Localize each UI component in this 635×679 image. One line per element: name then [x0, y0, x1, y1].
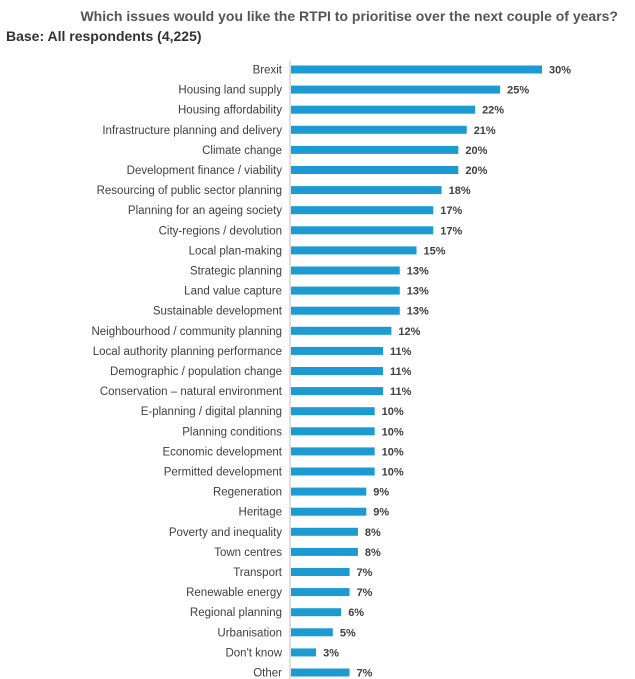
- bar: [291, 85, 501, 94]
- value-label: 13%: [407, 266, 429, 278]
- value-label: 18%: [449, 185, 471, 197]
- bar: [291, 166, 459, 174]
- value-label: 22%: [482, 105, 504, 117]
- bar: [291, 568, 350, 576]
- chart-title: Which issues would you like the RTPI to …: [80, 8, 618, 24]
- category-label: Conservation – natural environment: [100, 386, 283, 398]
- bar: [291, 527, 358, 536]
- plot-area: Brexit 30% Housing land supply 25% Housing a…: [91, 60, 571, 679]
- category-label: Climate change: [202, 145, 282, 157]
- value-label: 17%: [440, 225, 462, 237]
- bar: [291, 286, 400, 295]
- bar: [291, 447, 375, 456]
- category-label: Regional planning: [190, 607, 282, 619]
- bar: [291, 367, 384, 375]
- value-label: 30%: [549, 65, 571, 77]
- category-label: Local authority planning performance: [93, 346, 282, 358]
- bar: [291, 387, 384, 396]
- bar: [291, 226, 434, 235]
- category-label: Transport: [233, 567, 283, 579]
- value-label: 20%: [465, 145, 487, 157]
- value-label: 7%: [357, 668, 373, 679]
- category-label: Poverty and inequality: [169, 527, 282, 539]
- value-label: 7%: [357, 567, 373, 579]
- bar: [291, 668, 350, 677]
- category-label: Urbanisation: [217, 627, 282, 639]
- category-label: Local plan-making: [189, 245, 282, 257]
- value-label: 11%: [390, 366, 412, 378]
- chart-subtitle: Base: All respondents (4,225): [6, 28, 202, 44]
- bar: [291, 487, 367, 496]
- category-label: Heritage: [239, 507, 282, 519]
- category-label: Resourcing of public sector planning: [97, 185, 282, 197]
- value-label: 6%: [348, 607, 364, 619]
- category-label: Neighbourhood / community planning: [91, 326, 282, 338]
- bar: [291, 507, 367, 516]
- value-label: 25%: [507, 85, 529, 97]
- category-label: E-planning / digital planning: [141, 406, 282, 418]
- value-label: 21%: [474, 125, 496, 137]
- category-label: Development finance / viability: [127, 165, 283, 177]
- category-label: Brexit: [253, 65, 283, 77]
- category-label: Infrastructure planning and delivery: [102, 125, 282, 137]
- value-label: 10%: [382, 446, 404, 458]
- bar: [291, 628, 333, 637]
- category-label: Planning conditions: [182, 426, 282, 438]
- category-label: Economic development: [162, 446, 282, 458]
- value-label: 15%: [424, 245, 446, 257]
- category-label: Sustainable development: [153, 306, 283, 318]
- value-label: 9%: [373, 507, 389, 519]
- bar: [291, 608, 342, 617]
- value-label: 8%: [365, 527, 381, 539]
- value-label: 10%: [382, 467, 404, 479]
- bar: [291, 467, 375, 476]
- bar: [291, 407, 375, 416]
- bar: [291, 306, 400, 315]
- bar: [291, 65, 542, 74]
- value-label: 13%: [407, 306, 429, 318]
- bar: [291, 186, 442, 195]
- category-label: Regeneration: [213, 487, 282, 499]
- category-label: Housing affordability: [178, 105, 282, 117]
- category-label: Permitted development: [164, 467, 283, 479]
- bar: [291, 105, 476, 114]
- category-label: Don't know: [225, 647, 282, 659]
- bar: [291, 326, 392, 335]
- category-label: Town centres: [214, 547, 282, 559]
- value-label: 10%: [382, 406, 404, 418]
- bar: [291, 588, 350, 597]
- bar: [291, 648, 317, 657]
- value-label: 17%: [440, 205, 462, 217]
- bar: [291, 346, 384, 355]
- bar: [291, 145, 459, 154]
- value-label: 11%: [390, 386, 412, 398]
- bar: [291, 266, 400, 275]
- value-label: 9%: [373, 487, 389, 499]
- value-label: 20%: [465, 165, 487, 177]
- category-label: Renewable energy: [186, 587, 282, 599]
- category-label: Planning for an ageing society: [128, 205, 282, 217]
- bar: [291, 206, 434, 215]
- bar: [291, 547, 358, 556]
- value-label: 11%: [390, 346, 412, 358]
- value-label: 10%: [382, 426, 404, 438]
- bar: [291, 125, 467, 134]
- category-label: Strategic planning: [190, 266, 282, 278]
- category-label: Other: [253, 668, 282, 679]
- bar: [291, 246, 417, 255]
- bar: [291, 427, 375, 436]
- value-label: 13%: [407, 286, 429, 298]
- value-label: 7%: [357, 587, 373, 599]
- value-label: 12%: [398, 326, 420, 338]
- value-label: 8%: [365, 547, 381, 559]
- value-label: 3%: [323, 647, 339, 659]
- category-label: Demographic / population change: [110, 366, 282, 378]
- value-label: 5%: [340, 627, 356, 639]
- category-label: Housing land supply: [178, 85, 282, 97]
- category-label: Land value capture: [184, 286, 282, 298]
- category-label: City-regions / devolution: [159, 225, 282, 237]
